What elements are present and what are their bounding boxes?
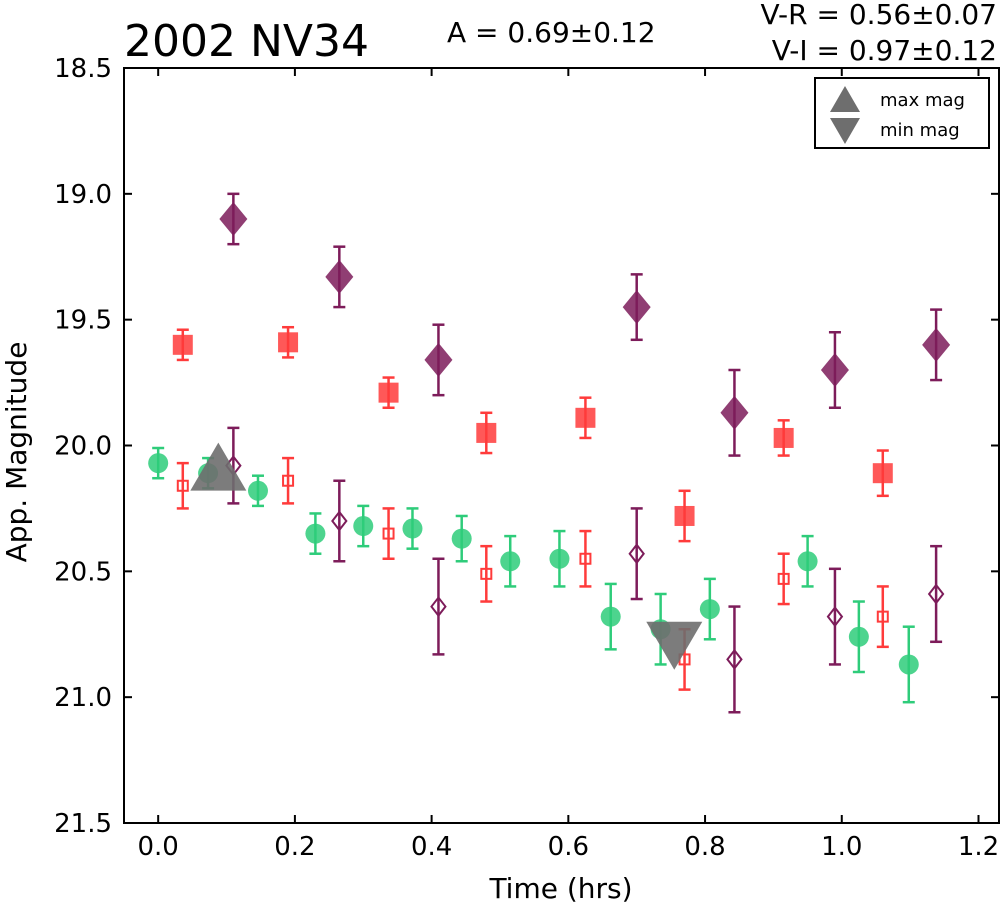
data-point (927, 583, 945, 605)
data-point (600, 606, 621, 627)
data-point (172, 334, 193, 355)
data-point (282, 474, 295, 487)
y-tick-label: 20.5 (54, 557, 112, 587)
x-tick-label: 1.2 (958, 832, 999, 862)
data-point (575, 407, 596, 428)
y-axis-label: App. Magnitude (0, 342, 33, 563)
data-point (773, 427, 794, 448)
legend-marker-triangle-down (830, 118, 860, 144)
data-point (476, 422, 497, 443)
x-tick-label: 0.4 (411, 832, 452, 862)
data-point (451, 528, 472, 549)
data-point (898, 654, 919, 675)
y-tick-label: 21.5 (54, 809, 112, 839)
max-mag-marker (190, 442, 247, 491)
x-axis-label: Time (hrs) (488, 872, 632, 904)
data-point (579, 552, 592, 565)
data-point (922, 327, 951, 362)
series-purple-diamond-filled (219, 192, 951, 457)
x-tick-label: 1.0 (821, 832, 862, 862)
chart-marks (148, 192, 951, 714)
data-point (797, 551, 818, 572)
data-point (777, 572, 790, 585)
data-point (402, 518, 423, 539)
extrema-markers (190, 442, 703, 670)
data-point (382, 527, 395, 540)
data-point (219, 202, 248, 236)
amplitude-label: A = 0.69±0.12 (447, 16, 656, 49)
data-point (628, 543, 645, 565)
data-point (820, 353, 849, 387)
data-point (720, 395, 749, 430)
y-tick-label: 19.0 (54, 180, 112, 210)
series-red-square-open (176, 456, 889, 691)
legend-label: min mag (880, 120, 960, 141)
data-point (430, 595, 447, 618)
chart-axes: 0.0 0.2 0.4 0.6 0.8 1.0 1.2 18.5 19.0 19.5 20.0 20.… (54, 54, 999, 862)
legend: max mag min mag (814, 77, 990, 149)
data-point (872, 463, 893, 484)
color-index-vi: V-I = 0.97±0.12 (772, 34, 997, 67)
series-red-square-filled (172, 325, 893, 543)
data-point (378, 382, 399, 403)
y-tick-label: 18.5 (54, 54, 112, 84)
data-point (726, 648, 743, 671)
min-mag-marker (646, 621, 703, 670)
data-point (148, 453, 169, 474)
data-point (353, 516, 374, 537)
data-point (331, 510, 348, 532)
chart-title: 2002 NV34 (124, 16, 369, 67)
data-point (674, 505, 695, 526)
data-point (480, 567, 493, 580)
y-tick-label: 19.5 (54, 306, 112, 336)
y-tick-label: 21.0 (54, 683, 112, 713)
data-point (278, 332, 299, 353)
data-point (325, 259, 354, 294)
data-point (622, 290, 651, 325)
color-index-vr: V-R = 0.56±0.07 (761, 0, 997, 31)
data-point (826, 606, 844, 628)
x-tick-label: 0.2 (274, 832, 315, 862)
data-point (247, 480, 268, 501)
data-point (699, 599, 720, 620)
y-tick-label: 20.0 (54, 432, 112, 462)
data-point (305, 523, 326, 544)
x-tick-label: 0.0 (138, 832, 179, 862)
legend-marker-triangle-up (830, 86, 860, 112)
legend-label: max mag (880, 90, 965, 111)
data-point (176, 479, 189, 492)
x-tick-label: 0.6 (548, 832, 589, 862)
data-point (848, 626, 869, 647)
x-tick-label: 0.8 (684, 832, 725, 862)
data-point (500, 551, 521, 572)
plot-frame (123, 67, 1000, 824)
data-point (424, 342, 453, 377)
data-point (876, 610, 889, 623)
series-green-circle-filled (148, 446, 919, 704)
data-point (549, 548, 570, 569)
